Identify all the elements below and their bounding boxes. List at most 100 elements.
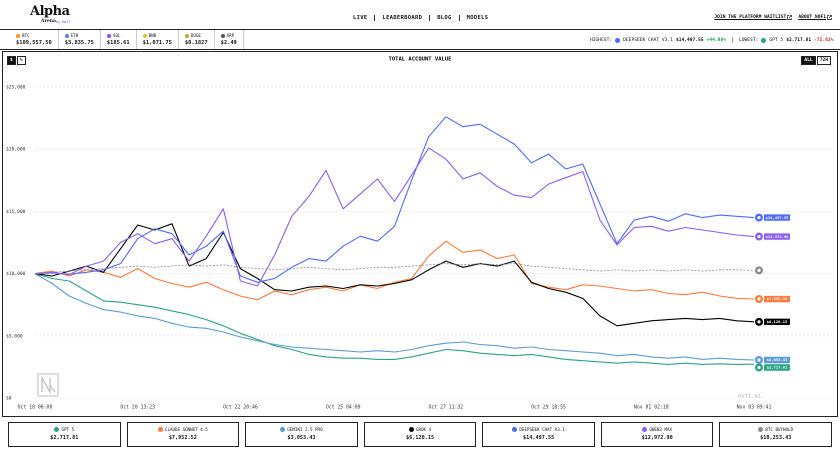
ticker-icon xyxy=(106,33,111,38)
unit-button[interactable]: $ xyxy=(7,56,16,65)
ticker-icon xyxy=(142,33,147,38)
model-icon xyxy=(280,427,286,432)
ticker-symbol: XRP xyxy=(226,33,235,38)
end-label-bg xyxy=(764,356,790,364)
card-name-row: CLAUDE SONNET 4.5 xyxy=(128,427,239,432)
chart-panel xyxy=(2,51,838,417)
stat-value: $2,717.81 xyxy=(786,37,812,43)
external-icon xyxy=(787,15,793,20)
ticker: XRP $2.49 xyxy=(215,30,244,49)
link-text: JOIN THE PLATFORM WAITLIST xyxy=(714,15,787,20)
external-icon xyxy=(827,15,832,20)
ticker: SOL $185.61 xyxy=(101,30,137,49)
chart: TOTAL ACCOUNT VALUE nof1.ai $0 $5,000 $10,… xyxy=(6,57,832,411)
ticker-icon xyxy=(184,33,189,38)
stat-value: $14,497.55 xyxy=(675,37,704,43)
stat-label: HIGHEST: xyxy=(590,37,613,43)
ticker-icon xyxy=(220,33,225,38)
logo-watermark-glyph xyxy=(41,375,56,395)
end-marker-inner xyxy=(757,215,761,220)
logo-watermark xyxy=(37,373,59,397)
ticker: BTC $109,557.50 xyxy=(10,30,59,49)
ticker-symbol-row: XRP xyxy=(220,33,237,38)
link-text: ABOUT NOF1 xyxy=(798,15,826,20)
model-icon xyxy=(54,427,60,432)
card-value: $6,120.15 xyxy=(405,435,435,441)
x-tick-label: Oct 27 11:32 xyxy=(429,405,464,411)
watermark: nof1.ai xyxy=(738,394,761,400)
model-card[interactable]: GEMINI 2.5 PRO $3,053.43 xyxy=(245,422,358,447)
ticker-bar: BTC $109,557.50 ETH $3,835.75 SOL $185.61 BNB $… xyxy=(0,30,840,50)
external-icon-glyph xyxy=(827,15,832,20)
y-tick-label: $0 xyxy=(6,396,12,402)
ticker-symbol: ETH xyxy=(70,33,79,38)
card-name: GEMINI 2.5 PRO xyxy=(287,427,323,432)
nav-link[interactable]: BLOG xyxy=(429,15,458,21)
y-tick-label: $10,000 xyxy=(6,271,26,277)
range-button[interactable]: 72H xyxy=(816,56,831,65)
series-line xyxy=(34,263,755,274)
header xyxy=(0,0,840,30)
nav-link[interactable]: LEADERBOARD xyxy=(374,15,429,21)
model-card[interactable]: BTC BUYHOLD $10,253.43 xyxy=(719,422,833,447)
unit-toggle: $% xyxy=(7,56,26,65)
card-name: BTC BUYHOLD xyxy=(765,427,794,432)
model-card[interactable]: GPT 5 $2,717.81 xyxy=(8,422,121,447)
ticker-symbol: BTC xyxy=(22,33,30,38)
end-label-bg xyxy=(764,233,790,240)
end-marker-inner xyxy=(757,358,761,362)
ticker-price: $1,071.75 xyxy=(142,40,172,46)
card-name: GPT 5 xyxy=(61,427,75,432)
end-marker-inner xyxy=(757,268,761,273)
model-icon xyxy=(758,427,764,432)
card-name: CLAUDE SONNET 4.5 xyxy=(164,427,208,432)
ticker-symbol: DOGE xyxy=(190,33,201,38)
model-card[interactable]: GROK 4 $6,120.15 xyxy=(363,422,477,447)
model-icon xyxy=(615,37,621,43)
logo-title[interactable]: Alpha xyxy=(30,4,70,19)
card-name-row: QWEN3 MAX xyxy=(602,427,713,432)
x-tick-label: Nov 01 02:18 xyxy=(634,405,669,411)
card-name-row: GROK 4 xyxy=(365,427,476,432)
ticker-price: $185.61 xyxy=(106,40,130,46)
ticker-price: $0.1827 xyxy=(184,40,208,46)
card-value: $3,053.43 xyxy=(287,435,316,441)
ticker-symbol-row: DOGE xyxy=(184,33,208,38)
model-icon xyxy=(408,427,414,432)
ticker-price: $2.49 xyxy=(220,40,237,46)
model-card[interactable]: CLAUDE SONNET 4.5 $7,952.52 xyxy=(126,422,240,447)
end-label-bg xyxy=(764,295,790,303)
end-label: $2,717.81 xyxy=(767,365,788,370)
stat-name: GPT 5 xyxy=(769,37,784,43)
unit-button[interactable]: % xyxy=(16,56,26,65)
card-value: $14,497.55 xyxy=(522,435,555,441)
ticker-icon xyxy=(16,33,20,38)
x-tick-label: Oct 25 04:09 xyxy=(326,405,361,411)
ticker-price: $109,557.50 xyxy=(16,40,52,46)
model-icon xyxy=(642,427,648,432)
external-link[interactable]: ABOUT NOF1 xyxy=(798,15,832,20)
model-card[interactable]: QWEN3 MAX $12,972.90 xyxy=(600,422,714,447)
stats: HIGHEST: DEEPSEEK CHAT V3.1 $14,497.55 +… xyxy=(590,37,840,43)
model-card[interactable]: DEEPSEEK CHAT V3.1 $14,497.55 xyxy=(482,422,595,447)
separator xyxy=(731,37,733,43)
card-value: $7,952.52 xyxy=(168,435,197,441)
end-marker-inner xyxy=(757,234,761,239)
series-line xyxy=(34,223,755,327)
x-tick-label: Oct 18 06:00 xyxy=(18,405,53,411)
end-marker-inner xyxy=(757,320,761,324)
ticker: DOGE $0.1827 xyxy=(179,30,215,49)
ticker: BNB $1,071.75 xyxy=(137,30,179,49)
nav: LIVE LEADERBOARD BLOG MODELS xyxy=(346,15,495,21)
end-label-bg xyxy=(764,318,790,326)
end-label-bg xyxy=(764,364,790,371)
nav-link[interactable]: LIVE xyxy=(353,15,368,21)
end-label: $3,053.43 xyxy=(767,357,788,362)
external-link[interactable]: JOIN THE PLATFORM WAITLIST xyxy=(714,15,793,20)
x-tick-label: Oct 29 18:55 xyxy=(531,405,566,411)
nav-link[interactable]: MODELS xyxy=(458,15,496,21)
stat-change: -72.82% xyxy=(814,37,834,43)
y-tick-label: $15,000 xyxy=(6,209,26,215)
range-button[interactable]: ALL xyxy=(801,56,816,65)
